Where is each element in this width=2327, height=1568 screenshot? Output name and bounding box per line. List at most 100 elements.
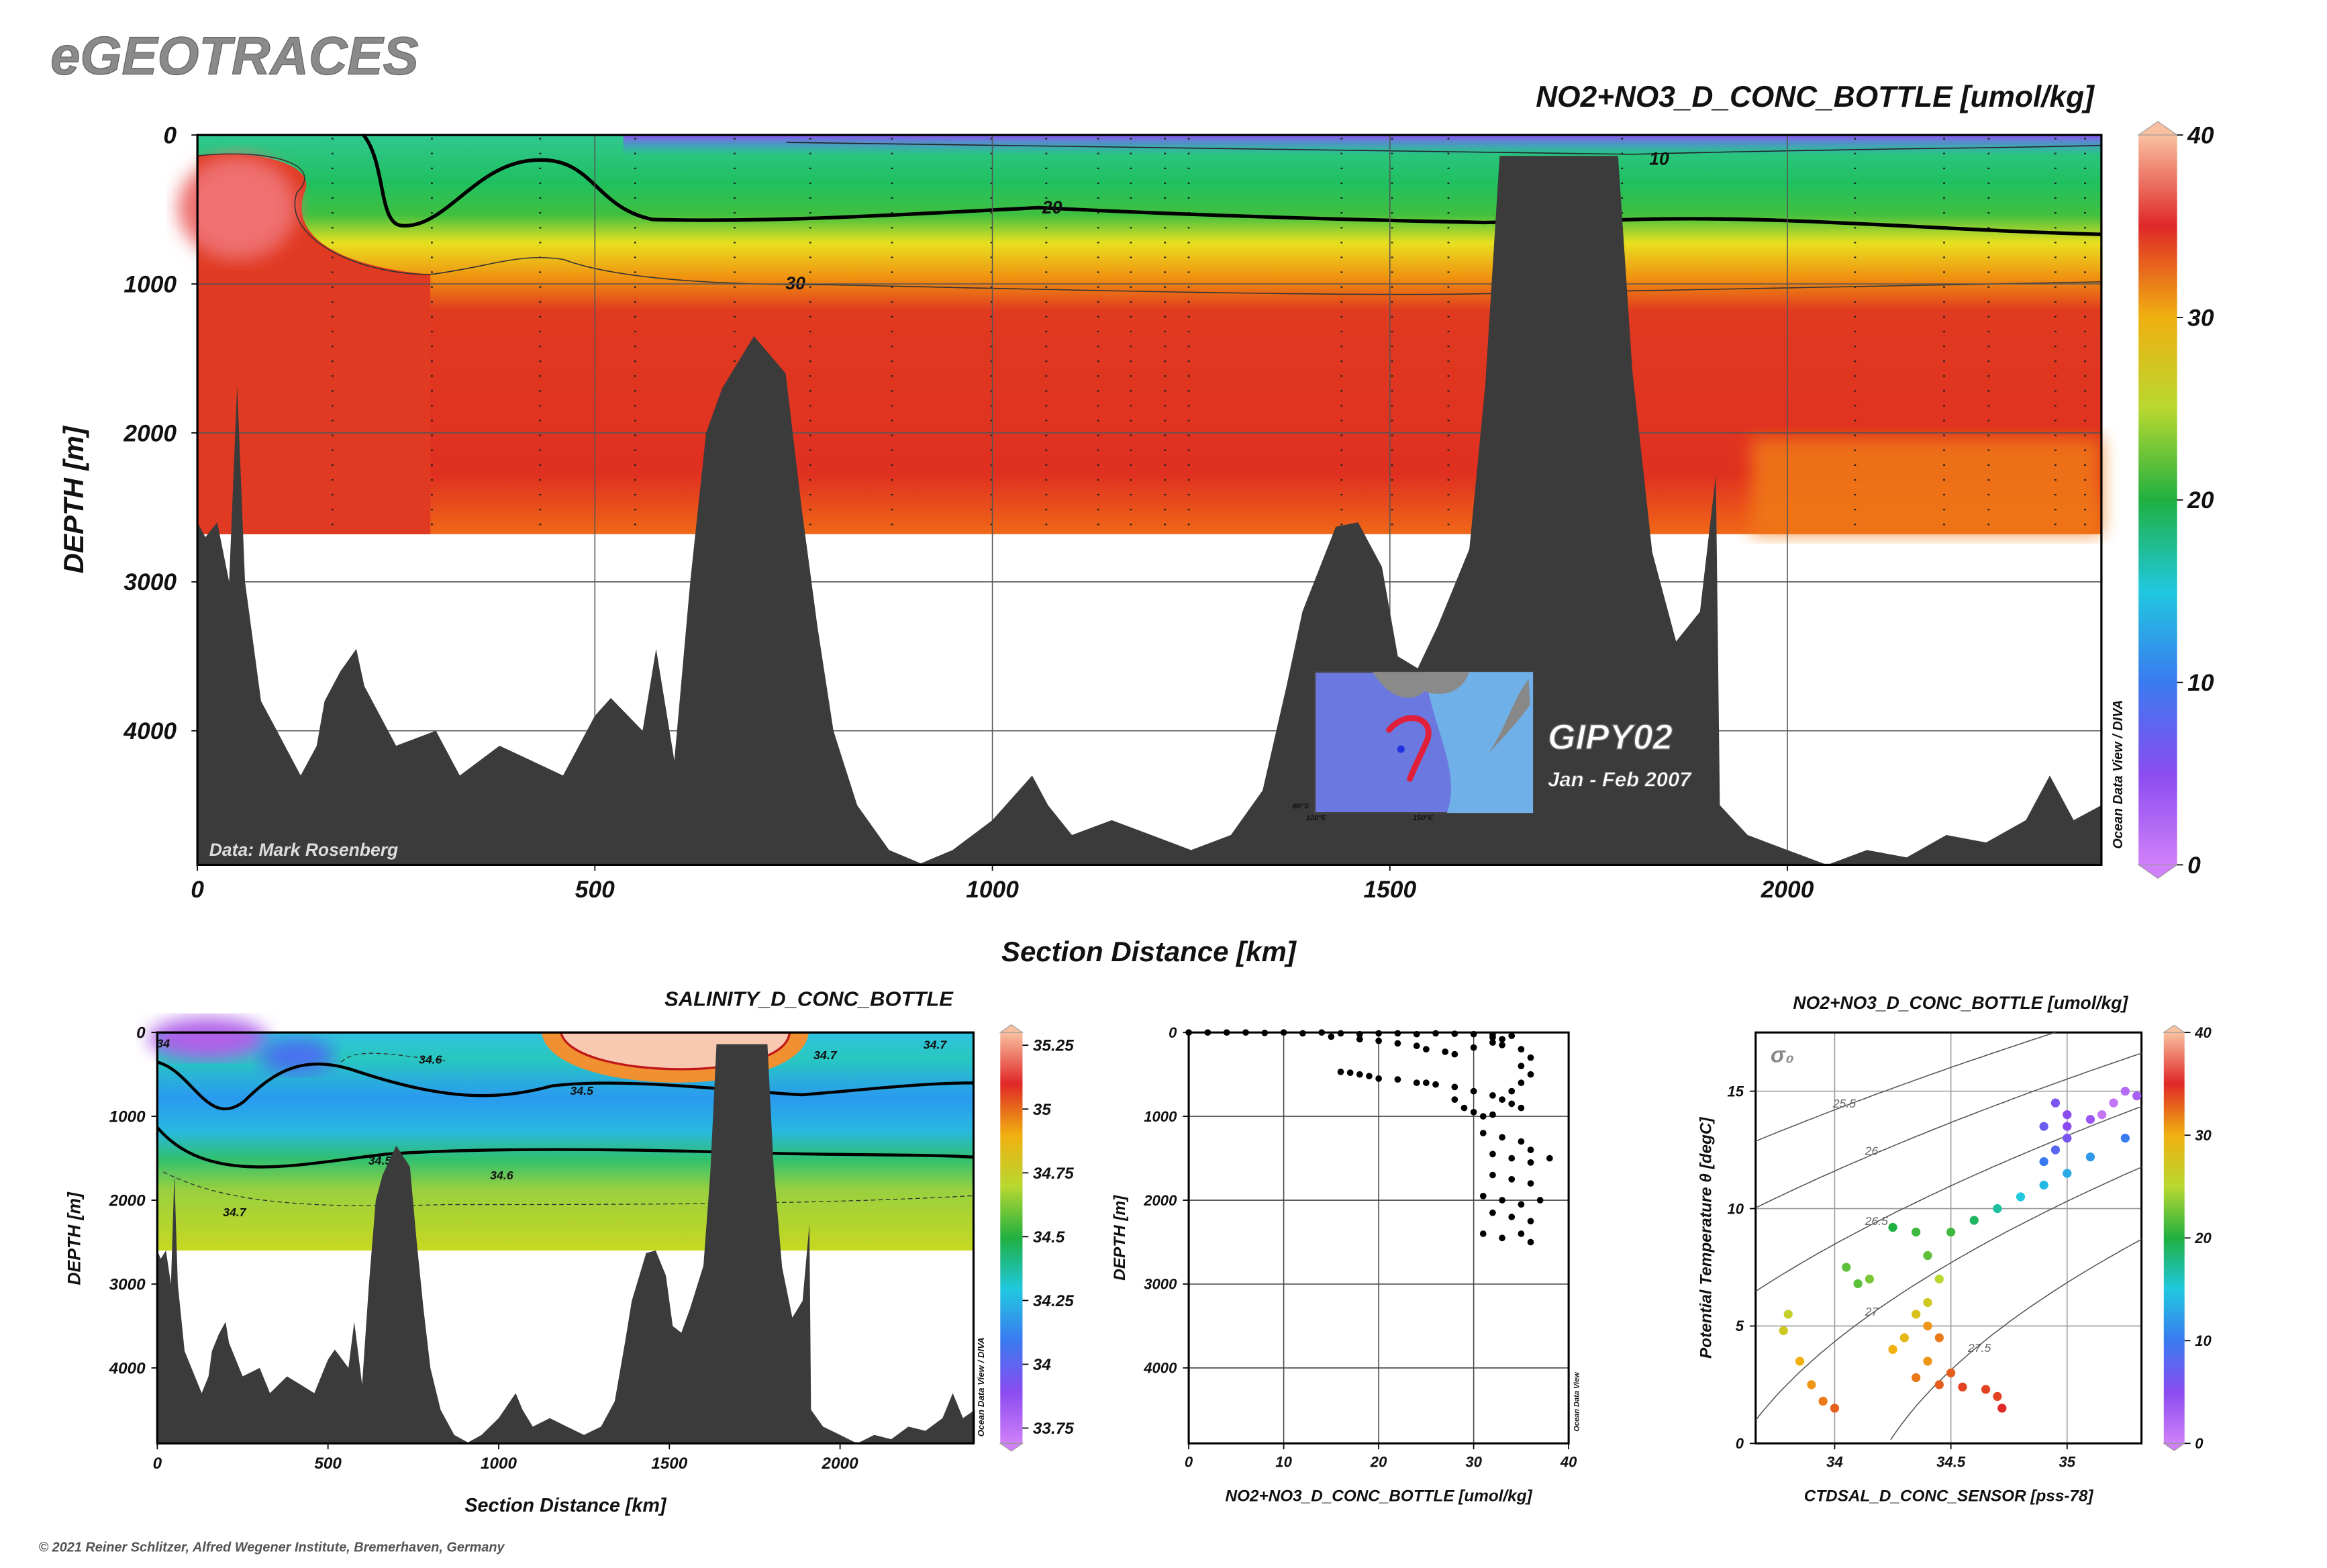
contour-line xyxy=(162,1171,974,1206)
x-axis-label: CTDSAL_D_CONC_SENSOR [pss-78] xyxy=(1804,1487,2094,1506)
y-tick-label: 4000 xyxy=(109,1359,146,1377)
data-point xyxy=(1912,1373,1921,1383)
footer: © 2021 Reiner Schlitzer, Alfred Wegener … xyxy=(38,1540,505,1555)
isopycnal xyxy=(1755,1167,2142,1421)
data-point xyxy=(1261,1029,1269,1036)
data-point xyxy=(1779,1326,1788,1336)
data-point xyxy=(1499,1036,1505,1043)
data-point xyxy=(1394,1030,1401,1037)
data-point xyxy=(2120,1133,2130,1143)
contour-label: 34.6 xyxy=(419,1053,442,1067)
inset-land xyxy=(1488,679,1530,754)
data-point xyxy=(1337,1069,1344,1075)
data-point xyxy=(1923,1321,1932,1331)
colorbar-tick-label: 40 xyxy=(2187,122,2214,148)
x-tick-label: 0 xyxy=(191,877,204,903)
x-tick-label: 2000 xyxy=(1761,877,1814,903)
x-axis-label: Section Distance [km] xyxy=(1001,936,1297,967)
data-point xyxy=(1328,1033,1335,1040)
data-point xyxy=(1356,1030,1363,1038)
data-point xyxy=(1413,1042,1420,1050)
data-point xyxy=(2063,1133,2072,1143)
y-tick-label: 3000 xyxy=(109,1275,146,1293)
data-point xyxy=(2039,1122,2048,1131)
data-point xyxy=(1527,1159,1534,1166)
data-point xyxy=(2063,1110,2072,1120)
y-axis-label: DEPTH [m] xyxy=(1111,1195,1129,1281)
data-point xyxy=(1527,1146,1534,1153)
contour-label: 34.7 xyxy=(924,1038,948,1051)
data-point xyxy=(1981,1385,1991,1394)
data-point xyxy=(1508,1032,1516,1040)
y-tick-label: 0 xyxy=(163,122,177,148)
data-point xyxy=(1375,1037,1382,1044)
data-point xyxy=(1318,1029,1326,1036)
data-point xyxy=(1795,1357,1805,1366)
colorbar-tick-label: 40 xyxy=(2194,1024,2212,1041)
y-tick-label: 0 xyxy=(1736,1435,1744,1452)
data-point xyxy=(1783,1310,1793,1319)
isopycnal xyxy=(1755,1106,2142,1292)
colorbar-tick-label: 34 xyxy=(1033,1356,1052,1374)
data-point xyxy=(1865,1274,1875,1284)
data-point xyxy=(1223,1029,1230,1036)
y-axis-label: DEPTH [m] xyxy=(58,425,89,573)
data-point xyxy=(1527,1054,1534,1061)
software-credit: Ocean Data View / DIVA xyxy=(976,1337,986,1436)
x-tick-label: 34 xyxy=(1826,1454,1843,1471)
colorbar-tick-label: 20 xyxy=(2187,487,2214,513)
data-point xyxy=(2085,1114,2095,1124)
isopycnal-label: 26 xyxy=(1865,1144,1879,1157)
data-point xyxy=(1185,1029,1192,1036)
data-point xyxy=(1997,1404,2007,1413)
data-point xyxy=(1518,1138,1525,1145)
data-point xyxy=(1518,1063,1525,1070)
colorbar-tick-label: 0 xyxy=(2195,1435,2204,1452)
x-tick-label: 0 xyxy=(1185,1454,1193,1471)
x-tick-label: 30 xyxy=(1465,1454,1482,1471)
colorbar-end xyxy=(2163,1024,2186,1033)
data-point xyxy=(1934,1274,1944,1284)
station-marker xyxy=(1397,745,1405,753)
credit: Data: Mark Rosenberg xyxy=(209,840,399,860)
inset-ocean xyxy=(1424,672,1534,814)
y-tick-label: 2000 xyxy=(1143,1192,1177,1209)
isopycnal-label: 25.5 xyxy=(1832,1097,1856,1110)
field-feature xyxy=(623,135,2101,156)
data-point xyxy=(2063,1122,2072,1131)
map-label: 150°E xyxy=(1413,814,1434,822)
data-point xyxy=(1508,1100,1516,1108)
colorbar-end xyxy=(2137,121,2179,136)
x-tick-label: 1000 xyxy=(481,1455,517,1473)
data-point xyxy=(2132,1091,2142,1101)
y-axis-label: Potential Temperature θ [degC] xyxy=(1697,1117,1715,1359)
x-tick-label: 2000 xyxy=(822,1455,859,1473)
data-point xyxy=(1508,1175,1516,1183)
colorbar xyxy=(1000,1032,1023,1444)
contour-label: 34 xyxy=(156,1036,170,1050)
isopycnal-label: 27.5 xyxy=(1967,1341,1991,1355)
colorbar-end xyxy=(2137,864,2179,879)
data-point xyxy=(1413,1030,1420,1038)
data-point xyxy=(2063,1169,2072,1178)
data-point xyxy=(1432,1030,1439,1037)
data-point xyxy=(1451,1083,1458,1091)
data-point xyxy=(1946,1368,1956,1378)
isopycnal-symbol: σ₀ xyxy=(1771,1042,1794,1067)
contour-label: 34.5 xyxy=(368,1154,393,1167)
y-tick-label: 0 xyxy=(136,1024,146,1042)
isopycnal-label: 27 xyxy=(1865,1305,1879,1318)
y-axis-label: DEPTH [m] xyxy=(64,1191,84,1285)
data-point xyxy=(1366,1073,1373,1080)
colorbar-end xyxy=(999,1024,1024,1033)
colorbar-tick-label: 35 xyxy=(1033,1101,1052,1119)
y-tick-label: 0 xyxy=(1169,1024,1177,1041)
y-tick-label: 1000 xyxy=(1144,1108,1177,1125)
colorbar-tick-label: 33.75 xyxy=(1033,1420,1074,1438)
field-feature xyxy=(259,1038,334,1075)
data-point xyxy=(1912,1227,1921,1237)
data-point xyxy=(1470,1087,1477,1095)
data-point xyxy=(1934,1380,1944,1389)
bathymetry xyxy=(197,156,2101,865)
